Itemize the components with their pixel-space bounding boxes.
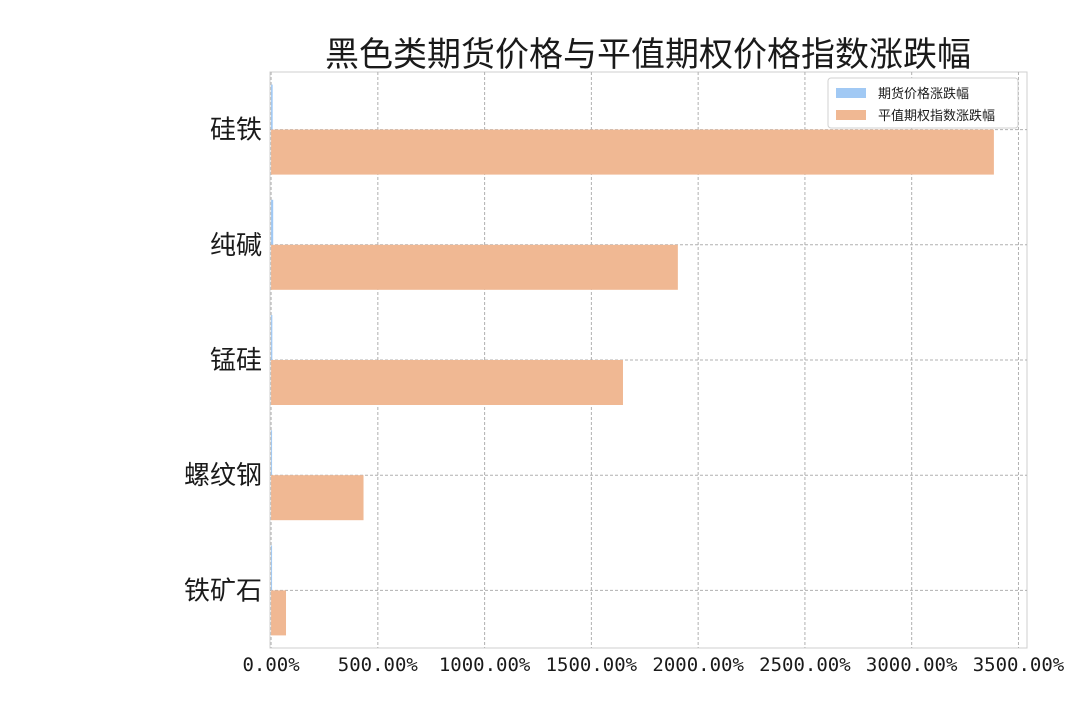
x-tick-label: 0.00% [242, 654, 300, 676]
chart-title: 黑色类期货价格与平值期权价格指数涨跌幅 [325, 35, 971, 75]
bar-option-index [271, 360, 623, 405]
bar-futures [271, 315, 273, 360]
bar-futures [271, 430, 273, 476]
category-label: 螺纹钢 [184, 461, 262, 491]
legend-label: 期货价格涨跌幅 [878, 86, 969, 102]
bar-option-index [271, 244, 678, 290]
x-tick-label: 1000.00% [439, 654, 531, 676]
legend-swatch [836, 88, 866, 98]
x-tick-label: 3500.00% [973, 654, 1065, 676]
bar-futures [271, 84, 273, 130]
legend-box [827, 77, 1019, 129]
bar-option-index [271, 129, 994, 175]
category-label: 铁矿石 [184, 576, 262, 606]
category-label: 硅铁 [210, 116, 262, 146]
x-tick-label: 1500.00% [546, 654, 638, 676]
bar-option-index [271, 475, 364, 521]
bars-layer [271, 84, 994, 636]
x-tick-labels: 0.00% 500.00% 1000.00% 1500.00% 2000.00% 2500… [242, 654, 1064, 676]
bar-option-index [271, 590, 287, 636]
x-tick-label: 2000.00% [652, 654, 744, 676]
bar-futures [271, 199, 274, 245]
x-tick-label: 3000.00% [866, 654, 958, 676]
legend-swatch [836, 110, 866, 120]
category-label: 锰硅 [210, 346, 262, 376]
category-label: 纯碱 [210, 231, 262, 261]
x-tick-label: 2500.00% [759, 654, 851, 676]
x-tick-label: 500.00% [338, 654, 419, 676]
bar-futures [271, 545, 273, 591]
legend-label: 平值期权指数涨跌幅 [878, 108, 995, 124]
